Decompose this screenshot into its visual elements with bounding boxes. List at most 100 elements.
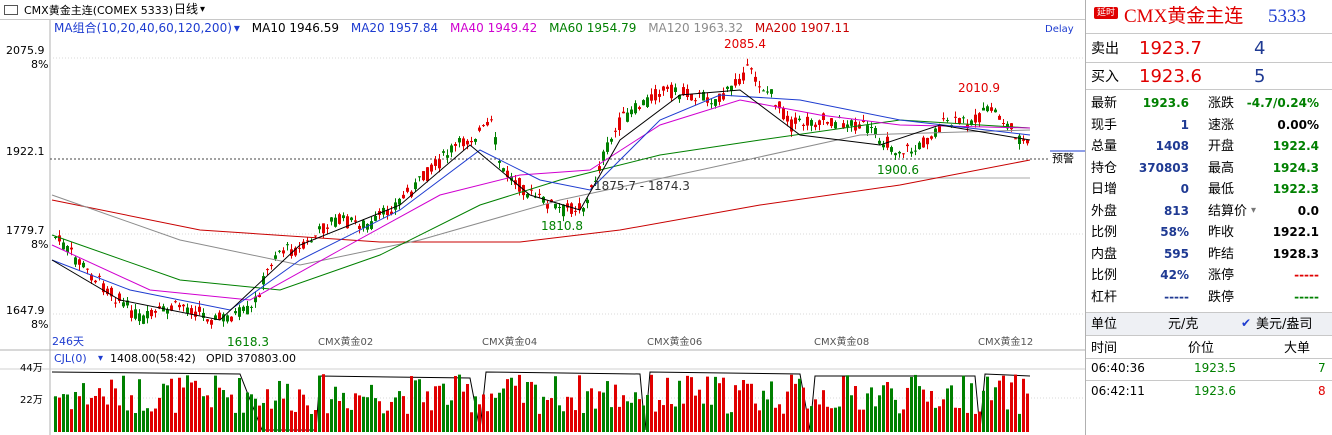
candle-body xyxy=(446,155,449,158)
volume-bar xyxy=(434,386,437,432)
checkmark-icon[interactable]: ✔ xyxy=(1241,316,1252,330)
stat-value: ----- xyxy=(1164,289,1189,304)
volume-bar xyxy=(714,376,717,432)
volume-bar xyxy=(566,396,569,432)
alert-label[interactable]: 预警 xyxy=(1052,152,1074,165)
candle-body xyxy=(438,159,441,169)
stat-value: 0.0 xyxy=(1297,203,1319,218)
candle-body xyxy=(462,138,465,147)
volume-value: 1408.00(58:42) xyxy=(110,352,196,365)
candle-body xyxy=(318,226,321,230)
candle-body xyxy=(954,116,957,118)
volume-bar xyxy=(122,375,125,432)
candle-body xyxy=(274,255,277,259)
period-selector[interactable]: 日线 xyxy=(174,2,199,16)
ma-group-label[interactable]: MA组合(10,20,40,60,120,200) xyxy=(54,21,232,35)
volume-bar xyxy=(398,391,401,432)
candle-body xyxy=(306,240,309,242)
kline-chart[interactable] xyxy=(0,20,1085,435)
candle-body xyxy=(858,124,861,129)
volume-bar xyxy=(698,389,701,432)
candle-body xyxy=(866,125,869,134)
candle-body xyxy=(942,118,945,120)
candle-body xyxy=(126,300,129,306)
candle-body xyxy=(962,117,965,119)
volume-bar xyxy=(386,410,389,432)
candle-body xyxy=(190,308,193,315)
volume-bar xyxy=(126,410,129,432)
candle-body xyxy=(894,153,897,156)
candle-body xyxy=(678,95,681,100)
candle-body xyxy=(910,151,913,154)
unit-bar: 单位 元/克 ✔ 美元/盎司 xyxy=(1086,313,1332,335)
volume-indicator-label[interactable]: CJL(0) xyxy=(54,352,87,365)
candle-body xyxy=(326,227,329,229)
candle-body xyxy=(734,79,737,86)
volume-bar xyxy=(278,380,281,432)
volume-bar xyxy=(190,382,193,432)
stat-label: 杠杆 xyxy=(1091,289,1118,305)
volume-bar xyxy=(334,386,337,432)
stat-value: 1408 xyxy=(1155,139,1189,153)
volume-bar xyxy=(402,396,405,432)
ma-dropdown-icon[interactable]: ▾ xyxy=(233,21,240,35)
stat-value: 1928.3 xyxy=(1272,246,1319,261)
candle-body xyxy=(710,103,713,105)
candle-body xyxy=(690,94,693,101)
volume-bar xyxy=(154,408,157,432)
candle-body xyxy=(938,126,941,133)
candle-body xyxy=(786,115,789,122)
candle-body xyxy=(394,202,397,210)
candle-body xyxy=(758,86,761,88)
candle-body xyxy=(134,309,137,319)
volume-bar xyxy=(494,397,497,432)
volume-bar xyxy=(422,402,425,432)
volume-bar xyxy=(498,392,501,432)
volume-bar xyxy=(790,374,793,432)
candle-body xyxy=(250,306,253,308)
stat-value: 1922.4 xyxy=(1272,139,1319,153)
volume-bar xyxy=(530,381,533,432)
candle-body xyxy=(130,310,133,318)
volume-bar xyxy=(1002,375,1005,432)
volume-bar xyxy=(454,376,457,432)
volume-dropdown-icon[interactable]: ▾ xyxy=(98,353,104,364)
candle-body xyxy=(970,120,973,126)
candle-body xyxy=(702,91,705,101)
volume-bar xyxy=(910,376,913,432)
volume-bar xyxy=(918,386,921,432)
volume-bar xyxy=(438,385,441,432)
ask-price: 1923.7 xyxy=(1139,38,1202,59)
volume-bar xyxy=(594,408,597,432)
volume-bar xyxy=(306,405,309,432)
window-icon[interactable] xyxy=(4,5,18,15)
volume-bar xyxy=(942,399,945,432)
volume-bar xyxy=(806,408,809,432)
candle-body xyxy=(578,203,581,210)
period-dropdown-icon[interactable]: ▾ xyxy=(200,4,206,15)
volume-bar xyxy=(58,397,61,432)
volume-bar xyxy=(258,405,261,432)
settle-dropdown-icon[interactable]: ▾ xyxy=(1251,204,1257,216)
candle-body xyxy=(286,244,289,246)
volume-bar xyxy=(470,412,473,432)
volume-bar xyxy=(1018,413,1021,432)
volume-bar xyxy=(902,409,905,432)
candle-body xyxy=(810,120,813,126)
unit-value[interactable]: 元/克 xyxy=(1168,317,1199,332)
stats-row: 内盘 595 昨结 1928.3 xyxy=(1086,243,1332,264)
volume-bar xyxy=(182,387,185,432)
volume-bar xyxy=(458,374,461,432)
unit-option[interactable]: 美元/盎司 xyxy=(1256,317,1313,332)
volume-bar xyxy=(766,399,769,432)
volume-bar xyxy=(814,399,817,432)
candle-body xyxy=(342,215,345,219)
x-label-jun: CMX黄金06 xyxy=(647,337,703,348)
candle-body xyxy=(422,171,425,181)
candle-body xyxy=(626,112,629,122)
candle-body xyxy=(202,312,205,318)
candle-body xyxy=(846,124,849,127)
volume-bar xyxy=(110,379,113,432)
candle-body xyxy=(602,151,605,161)
candle-body xyxy=(610,138,613,142)
